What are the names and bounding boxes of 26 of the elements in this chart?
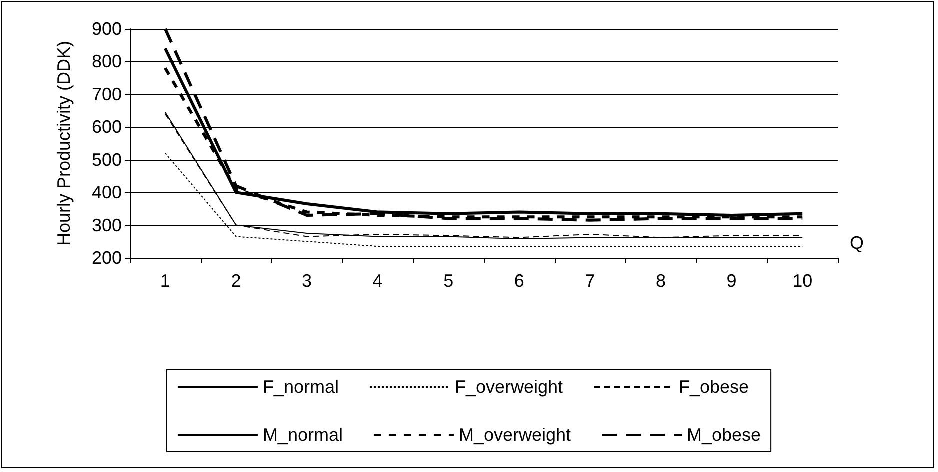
legend-label: F_normal	[262, 377, 339, 397]
x-tick-label: 1	[160, 271, 170, 291]
x-tick-label: 5	[444, 271, 454, 291]
legend-label: M_overweight	[458, 425, 572, 445]
y-tick-label: 600	[92, 117, 122, 138]
y-tick-label: 700	[92, 84, 122, 104]
x-tick-label: 3	[302, 271, 312, 291]
x-tick-label: 2	[231, 271, 242, 291]
y-tick-label: 300	[92, 215, 122, 236]
y-axis-title: Hourly Productivity (DDK)	[54, 40, 74, 246]
y-tick-label: 400	[92, 182, 122, 203]
legend-label: M_obese	[687, 425, 762, 445]
legend-label: M_normal	[262, 425, 343, 445]
x-tick-label: 10	[792, 271, 813, 291]
y-tick-label: 900	[92, 19, 122, 39]
x-tick-label: 8	[656, 271, 666, 291]
y-tick-label: 200	[92, 248, 122, 268]
y-tick-label: 800	[92, 52, 122, 72]
y-tick-label: 500	[92, 150, 122, 170]
x-tick-label: 4	[372, 271, 383, 291]
x-tick-label: 9	[726, 271, 737, 291]
x-axis-title: Q	[850, 233, 864, 253]
x-tick-label: 6	[514, 271, 524, 291]
legend-label: F_obese	[679, 377, 750, 397]
x-tick-label: 7	[585, 271, 596, 291]
legend-label: F_overweight	[454, 377, 564, 397]
